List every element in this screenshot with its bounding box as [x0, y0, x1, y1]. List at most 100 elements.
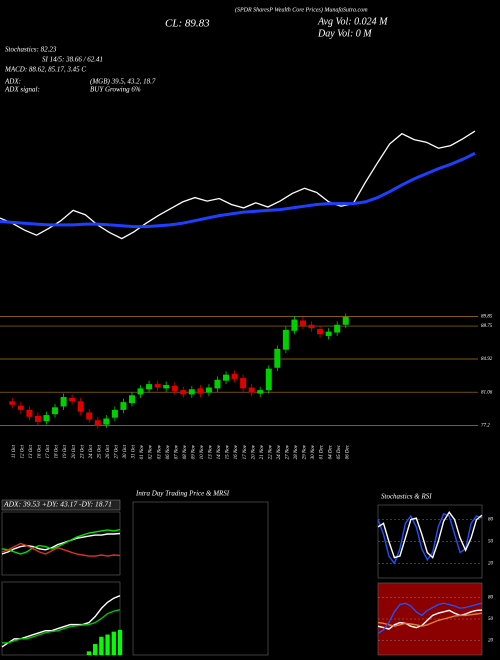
x-tick-label: 16 Oct	[38, 444, 43, 458]
candle-body	[146, 384, 153, 390]
candle-body	[154, 384, 161, 388]
candle-body	[103, 418, 110, 425]
x-tick-label: 21 Nov	[260, 444, 265, 459]
candle-body	[274, 348, 281, 368]
x-tick-label: 06 Dec	[345, 444, 350, 459]
x-tick-label: 16 Nov	[234, 444, 239, 459]
candle-body	[299, 320, 306, 326]
x-tick-label: 05 Dec	[337, 444, 342, 459]
x-tick-label: 17 Nov	[243, 444, 248, 459]
si-value: SI 14/5: 38.66 / 62.41	[42, 56, 103, 64]
series-line	[2, 609, 121, 644]
candle-body	[94, 420, 101, 426]
y-tick-label: 50	[488, 617, 494, 622]
candle-body	[171, 385, 178, 391]
candle-body	[43, 415, 50, 422]
candle-body	[69, 397, 76, 402]
series-line	[377, 612, 483, 627]
candle-body	[34, 415, 41, 422]
candle-body	[205, 387, 212, 393]
x-tick-label: 29 Nov	[303, 444, 308, 459]
series-line	[0, 130, 476, 240]
y-tick-label: 20	[488, 562, 494, 567]
day-volume: Day Vol: 0 M	[317, 28, 372, 39]
candle-body	[188, 389, 195, 395]
x-tick-label: 25 Oct	[97, 444, 102, 458]
histogram-bar	[99, 636, 104, 655]
x-tick-label: 30 Oct	[123, 444, 128, 458]
series-line	[0, 151, 476, 229]
series-line	[1, 528, 121, 555]
candle-body	[342, 317, 349, 325]
x-tick-label: 12 Oct	[20, 444, 25, 458]
x-tick-label: 07 Nov	[174, 444, 179, 459]
panel-title: Stochastics & RSI	[381, 493, 432, 501]
x-tick-label: 20 Oct	[72, 444, 77, 458]
x-tick-label: 28 Nov	[294, 444, 299, 459]
x-tick-label: 26 Oct	[106, 444, 111, 458]
candle-body	[197, 388, 204, 394]
adx-signal-value: BUY Growing 6%	[90, 86, 141, 94]
x-tick-label: 24 Nov	[277, 444, 282, 459]
adx-signal-label: ADX signal:	[4, 86, 40, 94]
candle-body	[240, 378, 247, 389]
y-tick-label: 89.85	[481, 315, 493, 320]
x-tick-label: 22 Nov	[268, 444, 273, 459]
x-tick-label: 19 Oct	[63, 444, 68, 458]
x-tick-label: 01 Nov	[140, 444, 145, 459]
x-tick-label: 23 Oct	[80, 444, 85, 458]
x-tick-label: 30 Nov	[311, 444, 316, 459]
macd-value: MACD: 88.62, 85.17, 3.45 C	[4, 66, 86, 74]
candle-body	[60, 397, 67, 407]
y-tick-label: 81.06	[481, 390, 493, 395]
candle-body	[325, 331, 332, 336]
candle-body	[52, 407, 59, 415]
candle-body	[17, 405, 24, 410]
candle-body	[257, 390, 264, 394]
x-tick-label: 15 Nov	[226, 444, 231, 459]
avg-volume: Avg Vol: 0.024 M	[317, 16, 388, 27]
candle-body	[214, 379, 221, 389]
candle-body	[308, 324, 315, 329]
candle-body	[334, 324, 341, 333]
candle-body	[163, 384, 170, 389]
candle-body	[317, 329, 324, 335]
histogram-bar	[111, 631, 116, 655]
x-tick-label: 01 Dec	[320, 444, 325, 459]
y-tick-label: 88.75	[481, 324, 493, 329]
panel	[132, 501, 269, 656]
x-tick-label: 24 Oct	[89, 444, 94, 458]
series-line	[377, 609, 483, 630]
y-tick-label: 84.92	[481, 357, 493, 362]
candle-body	[128, 395, 135, 404]
y-tick-label: 20	[488, 639, 494, 644]
series-line	[1, 532, 121, 555]
adx-label: ADX:	[4, 78, 21, 86]
candle-body	[111, 409, 118, 418]
x-tick-label: 17 Oct	[46, 444, 51, 458]
histogram-bar	[92, 644, 98, 655]
x-tick-label: 13 Oct	[29, 444, 34, 458]
candle-body	[26, 409, 33, 417]
candle-body	[265, 368, 272, 391]
candle-body	[77, 401, 84, 412]
x-tick-label: 04 Dec	[328, 444, 333, 459]
candle-body	[291, 319, 298, 331]
y-tick-label: 80	[488, 518, 494, 523]
x-tick-label: 10 Nov	[200, 444, 205, 459]
candle-body	[231, 373, 238, 379]
x-tick-label: 02 Nov	[149, 444, 154, 459]
annotation: ADX: 39.53 +DY: 43.17 -DY: 18.71	[3, 500, 112, 509]
x-tick-label: 03 Nov	[157, 444, 162, 459]
x-tick-label: 14 Nov	[217, 444, 222, 459]
candle-body	[86, 412, 93, 420]
candle-body	[223, 374, 230, 381]
x-tick-label: 27 Oct	[115, 444, 120, 458]
series-line	[377, 602, 483, 634]
x-tick-label: 08 Nov	[183, 444, 188, 459]
histogram-bar	[117, 629, 123, 655]
x-tick-label: 11 Oct	[12, 444, 17, 458]
candle-body	[9, 401, 16, 405]
